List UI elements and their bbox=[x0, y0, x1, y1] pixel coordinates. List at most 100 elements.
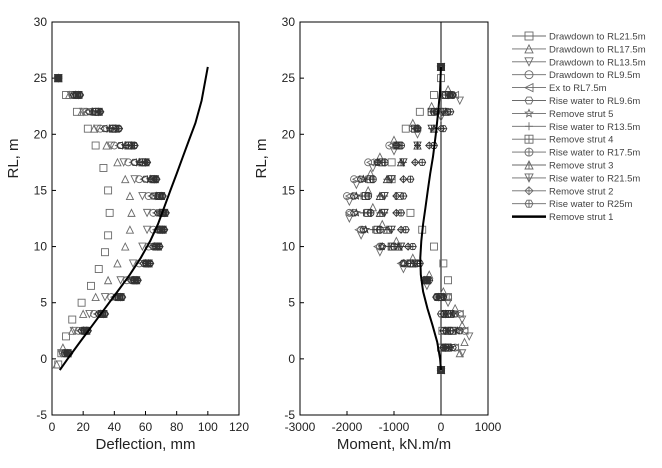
legend-item-rise-water-to-r25m: Rise water to R25m bbox=[512, 199, 633, 210]
series-drawdown-to-rl13-5m bbox=[54, 74, 152, 358]
legend-item-drawdown-to-rl13-5m: Drawdown to RL13.5m bbox=[512, 57, 646, 68]
data-point bbox=[83, 124, 92, 133]
data-point bbox=[443, 298, 453, 308]
data-point bbox=[464, 332, 474, 341]
legend-label: Rise water to R21.5m bbox=[549, 173, 640, 184]
data-point bbox=[427, 124, 436, 134]
data-point bbox=[436, 113, 446, 122]
x-tick-label: 120 bbox=[229, 420, 249, 434]
data-point bbox=[375, 225, 384, 234]
legend-label: Ex to RL7.5m bbox=[549, 83, 607, 94]
data-point bbox=[87, 281, 95, 290]
y-tick-label: 5 bbox=[40, 296, 47, 310]
legend-marker-diamond-cross bbox=[524, 186, 534, 196]
legend-marker-triangle-down-cross bbox=[524, 173, 534, 183]
data-point bbox=[96, 108, 105, 116]
data-point bbox=[399, 192, 408, 200]
data-point bbox=[114, 125, 124, 133]
data-point bbox=[91, 141, 100, 150]
legend-marker-triangle-up-cross bbox=[524, 159, 534, 170]
x-tick-label: 1000 bbox=[475, 420, 502, 434]
data-point bbox=[413, 141, 422, 151]
legend-label: Drawdown to RL21.5m bbox=[549, 32, 646, 43]
data-point bbox=[399, 265, 408, 274]
data-point bbox=[68, 315, 77, 324]
x-axis-title: Moment, kN.m/m bbox=[337, 436, 451, 453]
data-point bbox=[387, 225, 396, 235]
x-tick-label: 80 bbox=[170, 420, 184, 434]
data-point bbox=[439, 327, 448, 335]
series-rise-water-to-r25m bbox=[397, 63, 457, 374]
data-point bbox=[430, 107, 438, 116]
data-point bbox=[143, 158, 152, 166]
data-point bbox=[54, 74, 63, 82]
data-point bbox=[396, 242, 406, 252]
data-point bbox=[85, 108, 94, 116]
data-point bbox=[439, 344, 448, 352]
data-point bbox=[446, 108, 455, 116]
y-tick-label: 30 bbox=[34, 15, 48, 29]
legend-marker-hexagon bbox=[524, 96, 534, 105]
series-remove-strut-4 bbox=[54, 74, 167, 358]
legend-marker-triangle-left bbox=[523, 82, 534, 93]
data-point bbox=[408, 118, 418, 128]
y-tick-label: 0 bbox=[40, 352, 47, 366]
y-tick-label: 15 bbox=[34, 183, 48, 197]
deflection-panel: 0 20 40 60 80 100 120-5051015202530Deflection,… bbox=[5, 15, 249, 453]
data-point bbox=[380, 158, 389, 167]
series-remove-strut-1 bbox=[419, 66, 442, 371]
data-point bbox=[113, 258, 122, 268]
series-rise-water-to-r17-5m bbox=[54, 74, 167, 358]
legend-item-drawdown-to-rl21-5m: Drawdown to RL21.5m bbox=[512, 32, 646, 43]
data-point bbox=[380, 192, 389, 201]
data-point bbox=[96, 124, 105, 133]
data-point bbox=[368, 202, 378, 212]
data-point bbox=[138, 242, 147, 252]
data-point bbox=[344, 208, 354, 218]
moment-panel: -3000 -2000 -1000 0 1000 -5 0 5 10 15 20 25 30 Moment… bbox=[253, 15, 502, 453]
data-point bbox=[401, 226, 410, 234]
data-point bbox=[351, 191, 361, 200]
data-point bbox=[406, 208, 415, 217]
y-tick-label: 20 bbox=[282, 127, 296, 141]
data-point bbox=[58, 343, 68, 352]
legend-item-remove-strut-3: Remove strut 3 bbox=[512, 159, 613, 172]
data-point bbox=[135, 175, 144, 184]
data-point bbox=[430, 242, 438, 251]
legend-label: Rise water to R13.5m bbox=[549, 122, 640, 133]
legend-item-remove-strut-5: Remove strut 5 bbox=[512, 108, 613, 120]
data-point bbox=[368, 164, 378, 173]
data-point bbox=[459, 326, 469, 336]
data-point bbox=[158, 192, 167, 200]
data-point bbox=[344, 191, 354, 201]
legend-label: Drawdown to RL17.5m bbox=[549, 44, 646, 55]
data-point bbox=[399, 158, 408, 167]
y-tick-label: 15 bbox=[282, 183, 296, 197]
x-tick-label: 20 bbox=[76, 420, 90, 434]
y-tick-label: 20 bbox=[34, 127, 48, 141]
data-point bbox=[378, 219, 387, 229]
data-point bbox=[106, 141, 116, 151]
data-point bbox=[104, 186, 113, 195]
data-point bbox=[104, 231, 113, 240]
data-point bbox=[99, 164, 108, 172]
data-point bbox=[127, 208, 136, 217]
legend-item-rise-water-to-r21-5m: Rise water to R21.5m bbox=[512, 173, 640, 184]
x-tick-label: 0 bbox=[49, 420, 56, 434]
data-point bbox=[149, 192, 158, 200]
legend-marker-star bbox=[524, 108, 534, 118]
y-tick-label: 10 bbox=[34, 240, 48, 254]
data-point bbox=[85, 309, 94, 319]
x-tick-label: -3000 bbox=[285, 420, 316, 434]
data-point bbox=[142, 208, 152, 218]
data-point bbox=[121, 174, 130, 184]
data-point bbox=[128, 259, 138, 268]
y-axis-title: RL, m bbox=[5, 138, 22, 178]
data-point bbox=[406, 175, 415, 183]
legend-label: Remove strut 5 bbox=[549, 109, 613, 120]
legend-marker-hexagon-cross bbox=[524, 199, 534, 208]
data-point bbox=[366, 208, 375, 217]
data-point bbox=[418, 158, 427, 166]
